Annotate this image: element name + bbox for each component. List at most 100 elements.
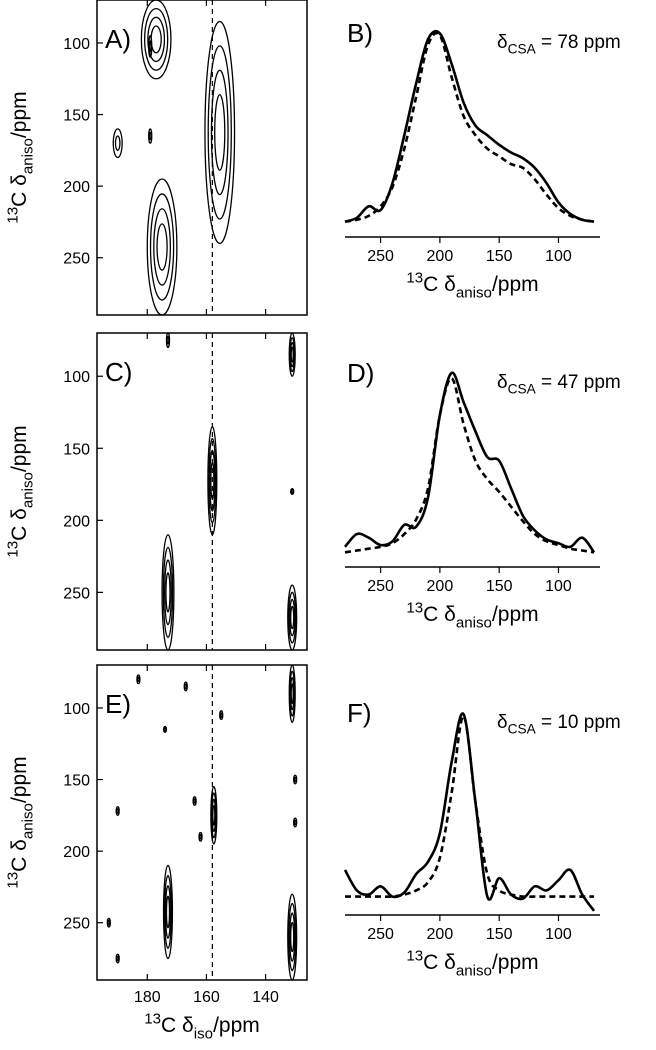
contour-ring <box>208 437 217 524</box>
contour-ring <box>193 798 197 804</box>
label-part: /ppm <box>213 1014 260 1037</box>
y-axis-label: 13C δaniso/ppm <box>5 91 37 223</box>
x-tick-label: 250 <box>367 578 394 595</box>
contour-ring <box>136 674 141 685</box>
contour-ring <box>116 808 120 814</box>
contour-ring <box>148 131 152 141</box>
contour-ring <box>163 875 173 949</box>
contour-ring <box>290 487 295 496</box>
contour-ring <box>184 683 188 690</box>
contour-ring <box>199 834 202 840</box>
contour-ring <box>114 135 121 151</box>
contour-ring <box>219 710 224 721</box>
contour-ring <box>183 681 188 692</box>
contour-ring <box>289 676 295 711</box>
contour-ring <box>149 193 175 301</box>
contour-ring <box>143 8 169 71</box>
label-part: CSA <box>508 42 537 57</box>
contour-ring <box>290 346 294 363</box>
contour-ring <box>219 712 223 718</box>
contour-ring <box>287 584 298 651</box>
y-tick-label: 200 <box>63 513 90 530</box>
contour-ring <box>148 128 153 144</box>
label-part: aniso <box>19 472 36 508</box>
contour-ring <box>162 725 168 733</box>
y-tick-label: 250 <box>63 251 90 268</box>
y-tick-label: 200 <box>63 179 90 196</box>
panel-label: C) <box>105 357 132 387</box>
panel-label: D) <box>347 358 374 388</box>
contour-ring <box>148 35 153 58</box>
label-part: δ <box>497 32 508 53</box>
label-part: aniso <box>19 138 36 174</box>
spectrum-line <box>344 371 596 554</box>
x-tick-label: 150 <box>486 248 513 265</box>
annotation: δCSA = 47 ppm <box>497 372 621 397</box>
contour-ring <box>161 534 175 651</box>
contour-ring <box>290 683 294 705</box>
contour-ring <box>290 605 295 630</box>
contour-ring <box>116 955 120 962</box>
label-part: 13 <box>5 872 22 889</box>
label-part: CSA <box>508 382 537 397</box>
contour-ring <box>136 676 140 683</box>
y-tick-label: 100 <box>63 701 90 718</box>
x-axis-label: 13C δaniso/ppm <box>406 948 538 980</box>
x-axis-label: 13C δaniso/ppm <box>406 600 538 632</box>
contour-ring <box>289 337 296 373</box>
contour-ring <box>192 796 197 806</box>
contour-ring <box>293 774 298 785</box>
x-axis-label: 13C δaniso/ppm <box>406 270 538 302</box>
y-tick-label: 100 <box>63 36 90 53</box>
contour-ring <box>115 806 120 816</box>
contour-ring <box>290 489 294 494</box>
contour-ring <box>210 786 218 845</box>
plot-frame <box>96 664 308 981</box>
label-part: aniso <box>456 284 492 301</box>
label-part: 13 <box>406 270 423 287</box>
label-part: aniso <box>456 614 492 631</box>
contour-ring <box>148 40 152 53</box>
contour-ring <box>153 208 172 286</box>
contour-ring <box>166 335 170 345</box>
x-tick-label: 250 <box>367 926 394 943</box>
contour-ring <box>210 461 215 500</box>
contour-ring <box>212 804 216 826</box>
y-axis-label: 13C δaniso/ppm <box>5 756 37 888</box>
panel-label: F) <box>347 698 372 728</box>
spectrum-line <box>343 712 596 912</box>
contour-ring <box>289 341 295 368</box>
panel-label: A) <box>105 24 131 54</box>
y-tick-label: 100 <box>63 369 90 386</box>
contour-ring <box>163 727 167 732</box>
contour-ring <box>207 45 232 220</box>
label-part: CSA <box>508 722 537 737</box>
contour-ring <box>165 332 171 349</box>
label-part: 13 <box>5 541 22 558</box>
contour-ring <box>162 864 174 960</box>
label-part: /ppm <box>492 951 539 974</box>
annotation: δCSA = 78 ppm <box>497 32 621 57</box>
x-tick-label: 100 <box>545 926 572 943</box>
label-part: aniso <box>456 962 492 979</box>
x-tick-label: 140 <box>252 989 279 1006</box>
contour-ring <box>140 0 172 80</box>
x-tick-label: 250 <box>367 248 394 265</box>
label-part: 13 <box>5 207 22 224</box>
y-tick-label: 150 <box>63 441 90 458</box>
label-part: /ppm <box>8 91 31 138</box>
label-part: C δ <box>423 603 456 626</box>
y-tick-label: 250 <box>63 916 90 933</box>
contour-ring <box>150 25 162 54</box>
x-tick-label: 200 <box>427 248 454 265</box>
label-part: /ppm <box>492 603 539 626</box>
contour-ring <box>204 20 236 245</box>
panel-label: E) <box>105 689 131 719</box>
spectrum-line <box>344 29 595 223</box>
contour-ring <box>290 921 295 953</box>
label-part: 13 <box>406 948 423 965</box>
label-part: /ppm <box>8 425 31 472</box>
spectrum-line <box>344 377 595 554</box>
